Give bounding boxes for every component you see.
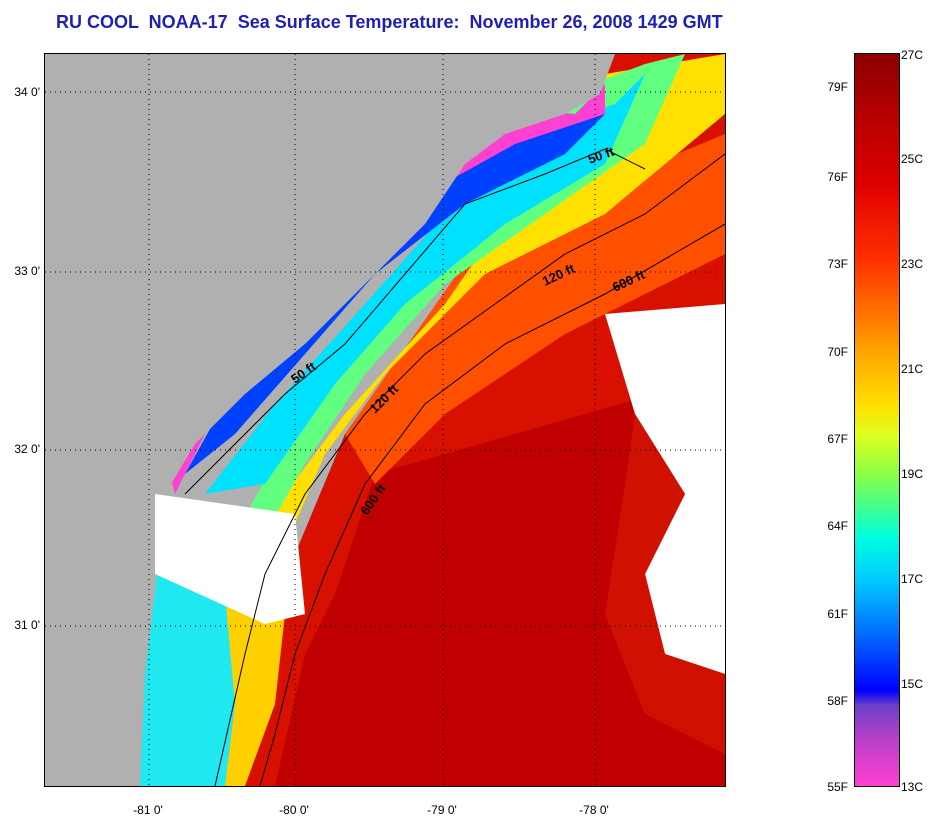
colorbar-f-61: 61F — [827, 607, 848, 621]
colorbar-f-79: 79F — [827, 80, 848, 94]
colorbar-c-17: 17C — [901, 572, 924, 586]
lat-label-31: 31 0' — [14, 618, 40, 632]
map-title: RU COOL NOAA-17 Sea Surface Temperature:… — [56, 12, 723, 32]
south-shelf-yellow — [225, 594, 285, 786]
gulf-stream-core — [275, 374, 725, 786]
lon-label-81: -81 0' — [133, 803, 163, 817]
lon-label-79: -79 0' — [427, 803, 457, 817]
colorbar-c-25: 25C — [901, 152, 924, 166]
contour-50ft — [184, 148, 646, 495]
colorbar-c-13: 13C — [901, 780, 924, 794]
temperature-colorbar — [854, 53, 900, 787]
lon-label-80: -80 0' — [279, 803, 309, 817]
cloud-fringe-red — [605, 414, 725, 754]
contour-120ft — [214, 153, 725, 786]
colorbar-c-27: 27C — [901, 48, 924, 62]
colorbar-f-67: 67F — [827, 432, 848, 446]
colorbar-f-76: 76F — [827, 170, 848, 184]
contour-600ft — [259, 223, 725, 786]
lat-label-34: 34 0' — [14, 85, 40, 99]
lon-label-78: -78 0' — [579, 803, 609, 817]
cloud-patch-south — [155, 494, 305, 624]
cloud-patch-east — [605, 304, 725, 674]
land-mass — [45, 54, 615, 786]
shelf-blue — [185, 94, 625, 474]
lat-label-33: 33 0' — [14, 264, 40, 278]
lat-label-32: 32 0' — [14, 442, 40, 456]
shelf-yellow — [245, 54, 725, 574]
shelf-magenta — [165, 84, 605, 494]
sst-map[interactable]: 50 ft 50 ft 120 ft 120 ft 600 ft 600 ft — [44, 53, 726, 787]
graticule — [45, 54, 725, 786]
colorbar-f-64: 64F — [827, 519, 848, 533]
colorbar-c-23: 23C — [901, 257, 924, 271]
colorbar-f-73: 73F — [827, 257, 848, 271]
colorbar-f-55: 55F — [827, 780, 848, 794]
colorbar-c-21: 21C — [901, 362, 924, 376]
colorbar-c-19: 19C — [901, 467, 924, 481]
shelf-cyan — [205, 74, 645, 494]
colorbar-c-15: 15C — [901, 677, 924, 691]
colorbar-f-58: 58F — [827, 694, 848, 708]
colorbar-f-70: 70F — [827, 345, 848, 359]
sst-map-canvas: 50 ft 50 ft 120 ft 120 ft 600 ft 600 ft — [45, 54, 725, 786]
